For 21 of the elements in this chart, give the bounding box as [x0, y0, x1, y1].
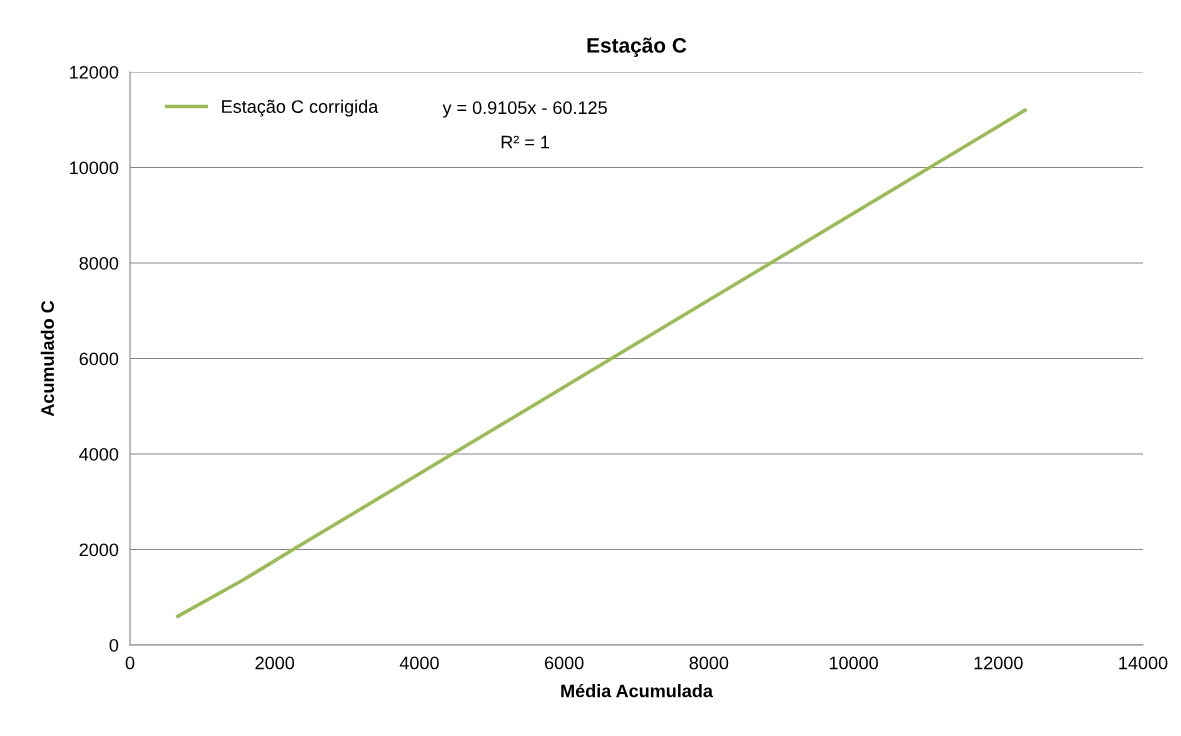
- x-tick-label: 10000: [829, 656, 878, 670]
- x-tick-label: 4000: [399, 656, 439, 670]
- x-tick-label: 12000: [974, 656, 1023, 670]
- y-tick-label: 4000: [79, 447, 119, 461]
- x-tick-label: 6000: [544, 656, 584, 670]
- x-tick-label: 8000: [689, 656, 729, 670]
- x-tick-label: 0: [125, 656, 135, 670]
- x-axis-title: Média Acumulada: [561, 683, 714, 698]
- x-tick-label: 14000: [1119, 656, 1168, 670]
- legend-label: Estação C corrigida: [222, 99, 379, 117]
- y-axis-title: Acumulado C: [40, 300, 55, 417]
- y-tick-label: 6000: [79, 352, 119, 366]
- x-tick-label: 2000: [255, 656, 295, 670]
- y-tick-label: 2000: [79, 543, 119, 557]
- y-tick-label: 8000: [79, 256, 119, 270]
- annotation: y = 0.9105x - 60.125: [442, 101, 607, 118]
- y-tick-label: 12000: [70, 65, 119, 79]
- annotation: R² = 1: [501, 135, 550, 149]
- y-tick-label: 0: [109, 638, 119, 652]
- chart-title: Estação C: [587, 37, 687, 57]
- y-tick-label: 10000: [70, 161, 119, 175]
